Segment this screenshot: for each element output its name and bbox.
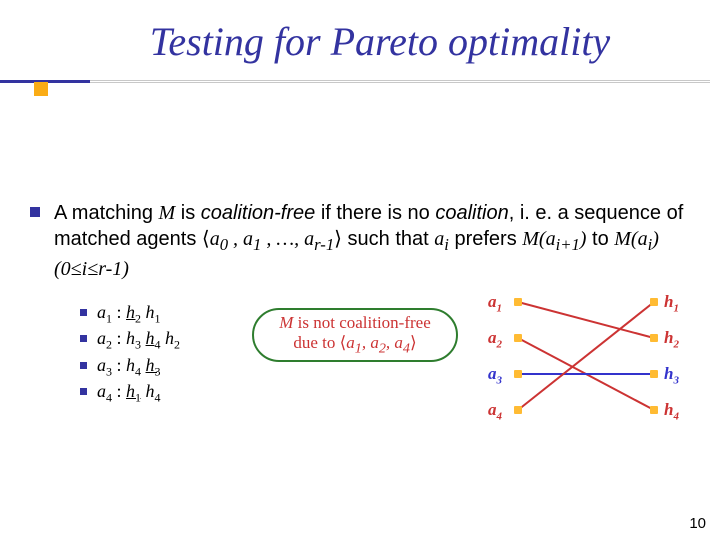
node-dot: [650, 406, 658, 414]
pref-row: a2 : h3 h4 h2: [80, 328, 180, 353]
bullet-icon: [80, 388, 87, 395]
node-dot: [650, 334, 658, 342]
txt: A matching: [54, 202, 159, 224]
accent-square: [34, 82, 48, 96]
var-M: M: [159, 202, 176, 224]
pref-text: a2 : h3 h4 h2: [97, 328, 180, 353]
pref-text: a1 : h2 h1: [97, 302, 161, 327]
bullet-icon: [80, 362, 87, 369]
M-ai: M(ai): [614, 228, 659, 250]
term-coalition-free: coalition-free: [201, 202, 316, 224]
node-dot: [650, 370, 658, 378]
slide-title: Testing for Pareto optimality: [0, 0, 720, 65]
node-label-right: h3: [664, 364, 679, 386]
node-label-right: h4: [664, 400, 679, 422]
node-dot: [650, 298, 658, 306]
node-dot: [514, 370, 522, 378]
node-label-left: a2: [488, 328, 502, 350]
node-dot: [514, 406, 522, 414]
pref-row: a4 : h1 h4: [80, 381, 180, 406]
node-label-right: h1: [664, 292, 679, 314]
txt: to: [586, 228, 614, 250]
callout-l1: is not coalition-free: [298, 313, 431, 332]
callout-post: ⟩: [410, 333, 417, 352]
divider-line: [90, 80, 710, 83]
pref-text: a4 : h1 h4: [97, 381, 161, 406]
txt: prefers: [449, 228, 522, 250]
bullet-icon: [30, 207, 40, 217]
bipartite-graph: a1 h1 a2 h2 a3 h3 a4 h4: [482, 292, 702, 462]
callout-box: M is not coalition-free due to ⟨a1, a2, …: [252, 308, 458, 362]
term-coalition: coalition: [435, 202, 508, 224]
pref-row: a3 : h4 h3: [80, 355, 180, 380]
node-label-right: h2: [664, 328, 679, 350]
node-label-left: a3: [488, 364, 502, 386]
callout-text: M is not coalition-free due to ⟨a1, a2, …: [279, 313, 431, 356]
txt: is: [175, 202, 201, 224]
bullet-icon: [80, 335, 87, 342]
condition: (0≤i≤r-1): [54, 258, 129, 280]
txt: if there is no: [315, 202, 435, 224]
node-dot: [514, 334, 522, 342]
txt: ⟩ such that: [334, 228, 434, 250]
node-dot: [514, 298, 522, 306]
seq: a0 , a1 , …, ar-1: [210, 228, 334, 250]
callout-pre: due to ⟨: [293, 333, 346, 352]
M-ai1: M(ai+1): [522, 228, 586, 250]
slide-number: 10: [689, 515, 706, 532]
pref-column: a1 : h2 h1a2 : h3 h4 h2a3 : h4 h3a4 : h1…: [80, 302, 180, 406]
main-bullet-text: A matching M is coalition-free if there …: [54, 200, 690, 282]
bullet-icon: [80, 309, 87, 316]
callout-seq: a1, a2, a4: [346, 333, 410, 352]
main-bullet: A matching M is coalition-free if there …: [30, 200, 690, 282]
node-label-left: a1: [488, 292, 502, 314]
pref-text: a3 : h4 h3: [97, 355, 161, 380]
var-ai: ai: [434, 228, 449, 250]
node-label-left: a4: [488, 400, 502, 422]
pref-row: a1 : h2 h1: [80, 302, 180, 327]
